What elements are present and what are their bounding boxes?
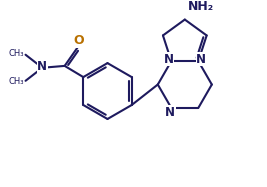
Text: O: O <box>73 34 84 47</box>
Text: N: N <box>163 53 174 66</box>
Text: N: N <box>196 53 206 66</box>
Text: CH₃: CH₃ <box>8 77 24 86</box>
Text: N: N <box>165 106 175 119</box>
Text: NH₂: NH₂ <box>188 0 214 13</box>
Text: N: N <box>37 60 47 73</box>
Text: CH₃: CH₃ <box>8 49 24 58</box>
